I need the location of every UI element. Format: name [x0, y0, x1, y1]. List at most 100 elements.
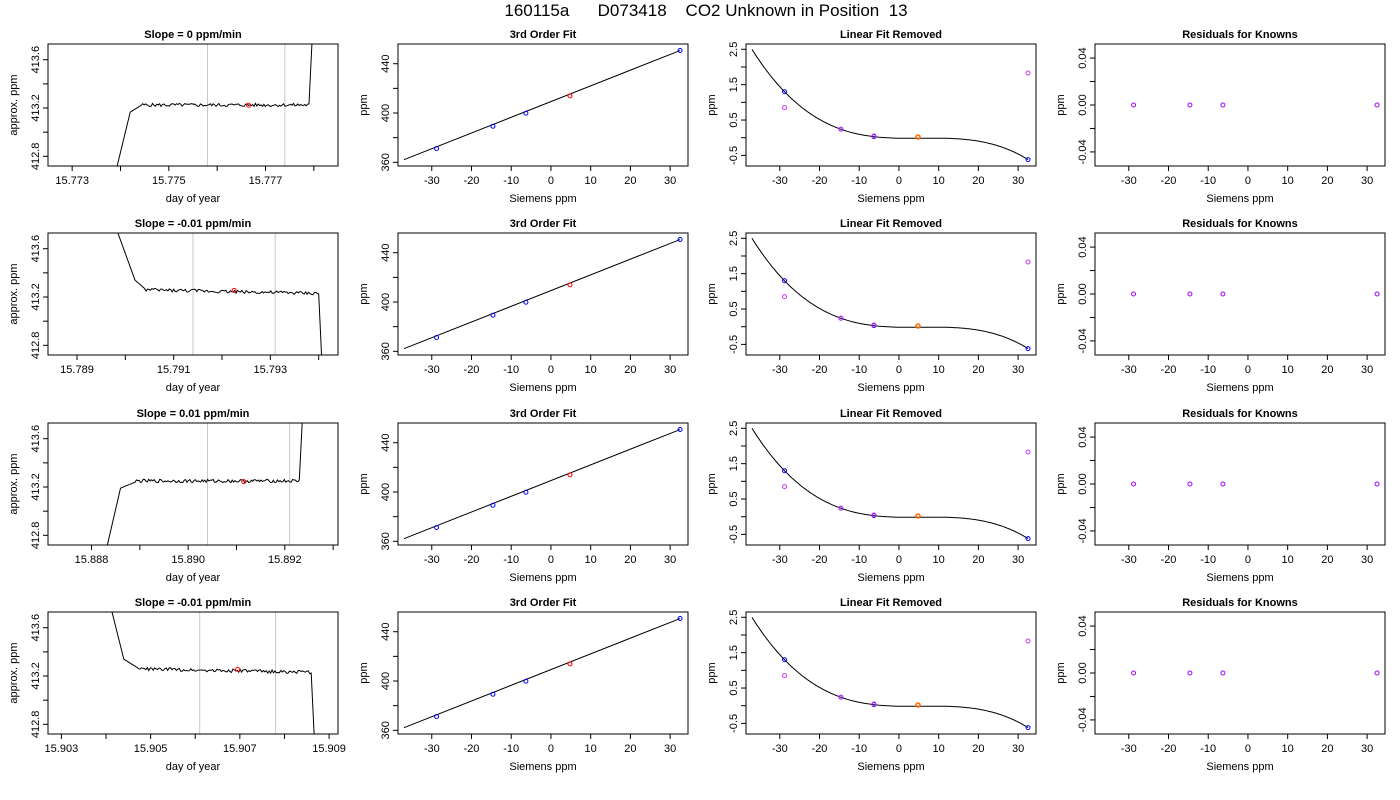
observed-point [871, 701, 877, 707]
known-point [1025, 346, 1031, 352]
panel-r1c4-xtick-label: 10 [1282, 175, 1294, 187]
panel-r3c1-xtick-label: 15.890 [171, 554, 205, 566]
observed-point [1025, 638, 1031, 644]
known-point [523, 299, 529, 305]
panel-r2c3-ytick-label: 0.5 [728, 301, 740, 316]
panel-r2c1-title: Slope = -0.01 ppm/min [135, 218, 252, 230]
panel-r1c4-xtick-label: -10 [1200, 175, 1216, 187]
panel-r3c4-ytick-label: 0.00 [1077, 473, 1089, 494]
panel-r1c2-xtick-label: 20 [624, 175, 636, 187]
panel-r1c2-plot-area [403, 48, 683, 161]
panel-r3c4-xtick-label: -20 [1161, 554, 1177, 566]
observed-point [1025, 449, 1031, 455]
panel-r3c4-ylabel: ppm [1055, 473, 1067, 494]
panel-r4c2-xtick-label: 20 [624, 743, 636, 755]
panel-r4c3-ytick-label: 0.5 [728, 680, 740, 695]
known-point [1025, 725, 1031, 731]
panel-r1c4-xtick-label: 30 [1361, 175, 1373, 187]
cubic-fit-curve [751, 617, 1029, 729]
panel-r1c2-ytick-label: 360 [380, 153, 392, 171]
panel-r3c1-title: Slope = 0.01 ppm/min [137, 408, 250, 420]
panel-r2c4-xtick-label: -20 [1161, 364, 1177, 376]
panel-r2c2-xtick-label: 20 [624, 364, 636, 376]
panel-r3c4-frame [1094, 422, 1386, 546]
residual-point [1187, 670, 1193, 676]
panel-r1c1-title: Slope = 0 ppm/min [144, 29, 242, 41]
panel-r2c3-xtick-label: 10 [933, 364, 945, 376]
known-point [490, 502, 496, 508]
panel-r1c2-xtick-label: -30 [424, 175, 440, 187]
panel-r1c2-xtick-label: -10 [503, 175, 519, 187]
panel-r3c1-xtick-label: 15.888 [75, 554, 109, 566]
panel-r3c3-ytick-label: 0.5 [728, 491, 740, 506]
panel-r1c3-xlabel: Siemens ppm [857, 193, 924, 205]
panel-r4c3-ytick-label: -0.5 [728, 714, 740, 733]
observed-point [838, 505, 844, 511]
panel-r3c1-ytick-label: 412.8 [30, 522, 42, 550]
residual-point [1374, 481, 1380, 487]
panel-r3c3-ytick-label: 1.5 [728, 456, 740, 471]
panel-r4c4-title: Residuals for Knowns [1182, 597, 1298, 609]
panel-r4c2-xtick-label: 30 [664, 743, 676, 755]
panel-r4c4-plot-area [1131, 670, 1380, 676]
cubic-fit-curve [751, 238, 1029, 350]
panel-r3c2-ytick-label: 360 [380, 532, 392, 550]
panel-r4c2-xtick-label: -30 [424, 743, 440, 755]
panel-r2c2-frame [397, 232, 689, 356]
panel-r3c1-ytick-label: 413.2 [30, 473, 42, 501]
panel-r1c3-ytick-label: 0.5 [728, 112, 740, 127]
panel-r2c4-ytick-label: 0.04 [1077, 236, 1089, 257]
panel-r4c2-ylabel: ppm [358, 662, 370, 683]
observed-point [838, 694, 844, 700]
panel-r3c4-xlabel: Siemens ppm [1206, 572, 1273, 584]
panel-r1c3-xtick-label: 30 [1012, 175, 1024, 187]
panel-r2c2-title: 3rd Order Fit [510, 218, 577, 230]
panel-r4c2-xtick-label: -10 [503, 743, 519, 755]
panel-r4c3-xtick-label: 30 [1012, 743, 1024, 755]
unknown-point [567, 93, 573, 99]
panel-r2c2-xtick-label: 0 [548, 364, 554, 376]
panel-r3c2-xtick-label: -30 [424, 554, 440, 566]
panel-r3c2-xtick-label: 0 [548, 554, 554, 566]
analyzer-trace [117, 233, 323, 355]
panel-r1c4-xtick-label: 20 [1321, 175, 1333, 187]
panel-r4c4-xlabel: Siemens ppm [1206, 761, 1273, 773]
panel-r3c1-ylabel: approx. ppm [8, 453, 20, 514]
unknown-sample-point [246, 102, 252, 108]
panel-r2c2-ytick-label: 360 [380, 342, 392, 360]
panel-r4c4-xtick-label: -30 [1121, 743, 1137, 755]
panel-r3c3-frame [745, 422, 1037, 546]
known-point [434, 335, 440, 341]
panel-r1c4-title: Residuals for Knowns [1182, 29, 1298, 41]
known-point [1025, 157, 1031, 163]
panel-r4c1-xtick-label: 15.909 [312, 743, 346, 755]
panel-r3c4-title: Residuals for Knowns [1182, 408, 1298, 420]
panel-r1c1-ytick-label: 413.6 [30, 46, 42, 74]
observed-point [871, 322, 877, 328]
panel-r2c4-xtick-label: -10 [1200, 364, 1216, 376]
unknown-point [915, 134, 921, 140]
panel-r3c2-xtick-label: -20 [464, 554, 480, 566]
panel-r2c1-xtick-label: 15.791 [157, 364, 191, 376]
observed-point [782, 294, 788, 300]
panel-r3c4-ytick-label: 0.04 [1077, 426, 1089, 447]
panel-r2c2-xtick-label: -30 [424, 364, 440, 376]
panel-r2c1-plot-area [117, 233, 323, 355]
panel-r2c4-ytick-label: 0.00 [1077, 283, 1089, 304]
panel-r2c1-frame [47, 232, 339, 356]
panel-r3c3-xtick-label: 0 [896, 554, 902, 566]
panel-r1c2-xtick-label: 0 [548, 175, 554, 187]
known-point [677, 427, 683, 433]
unknown-point [567, 282, 573, 288]
panel-r1c3-xtick-label: 20 [972, 175, 984, 187]
observed-point [871, 133, 877, 139]
panel-r2c1-xtick-label: 15.793 [254, 364, 288, 376]
panel-r2c3-xtick-label: 20 [972, 364, 984, 376]
panel-r2c3-ylabel: ppm [706, 283, 718, 304]
fit-line [403, 618, 681, 729]
panel-r2c4-xtick-label: -30 [1121, 364, 1137, 376]
residual-point [1131, 481, 1137, 487]
panel-r1c1-xlabel: day of year [166, 193, 221, 205]
panel-r3c2-ytick-label: 400 [380, 483, 392, 501]
panel-r4c3-title: Linear Fit Removed [840, 597, 942, 609]
